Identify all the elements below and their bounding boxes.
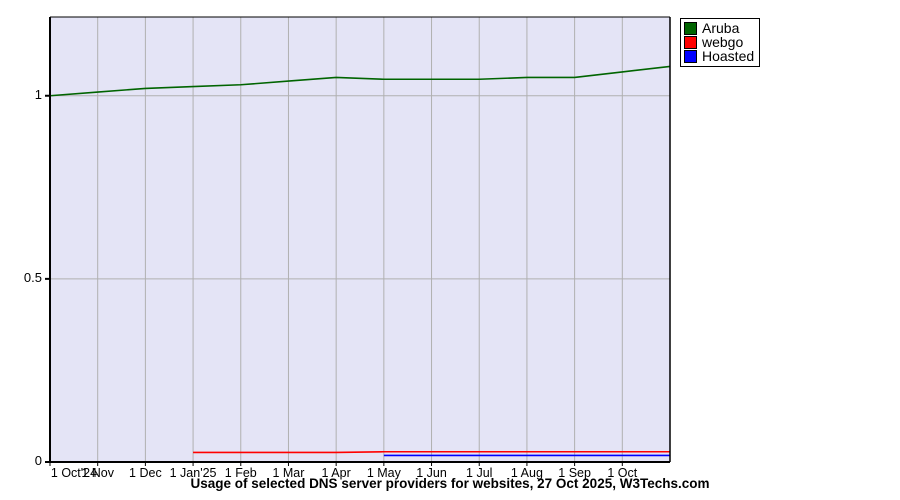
x-axis-tick-label: 1 Oct'24 — [50, 466, 98, 480]
x-axis-tick-label: 1 Mar — [272, 466, 305, 480]
legend-item-label: Aruba — [702, 19, 740, 36]
x-axis-tick-label: 1 Aug — [510, 466, 543, 480]
y-axis-tick-label: 1 — [34, 86, 42, 102]
x-axis-tick-label: 1 Jul — [466, 466, 493, 480]
plot-background — [50, 17, 670, 462]
x-axis-tick-label: 1 Feb — [224, 466, 257, 480]
x-axis-tick-label: 1 Dec — [129, 466, 162, 480]
chart-caption: Usage of selected DNS server providers f… — [190, 476, 710, 491]
legend-swatch-icon — [684, 35, 697, 49]
chart-legend: Aruba webgo Hoasted — [680, 18, 761, 67]
legend-item-label: Hoasted — [702, 47, 755, 64]
x-axis-tick-label: 1 Jun — [416, 466, 447, 480]
legend-swatch-icon — [684, 49, 697, 63]
grid-lines — [50, 17, 670, 462]
x-axis-tick-label: 1 Sep — [558, 466, 591, 480]
data-series-group — [49, 65, 671, 457]
y-axis-tick-label: 0 — [34, 453, 42, 468]
x-axis-tick-label: 1 Oct — [607, 466, 638, 480]
y-axis-tick-label: 0.5 — [23, 269, 42, 285]
x-axis-tick-label: 1 May — [366, 466, 401, 480]
legend-swatch-icon — [684, 21, 697, 35]
legend-item-label: webgo — [702, 33, 744, 50]
legend-item-aruba: Aruba — [684, 21, 754, 35]
axis-lines — [49, 16, 671, 463]
legend-item-hoasted: Hoasted — [684, 49, 754, 63]
x-axis-tick-label: 1 Apr — [321, 466, 351, 480]
x-axis-tick-label: 1 Jan'25 — [169, 466, 217, 480]
axis-tick-marks — [45, 94, 623, 466]
x-axis-tick-label: 1 Nov — [81, 466, 115, 480]
legend-item-webgo: webgo — [684, 35, 754, 49]
